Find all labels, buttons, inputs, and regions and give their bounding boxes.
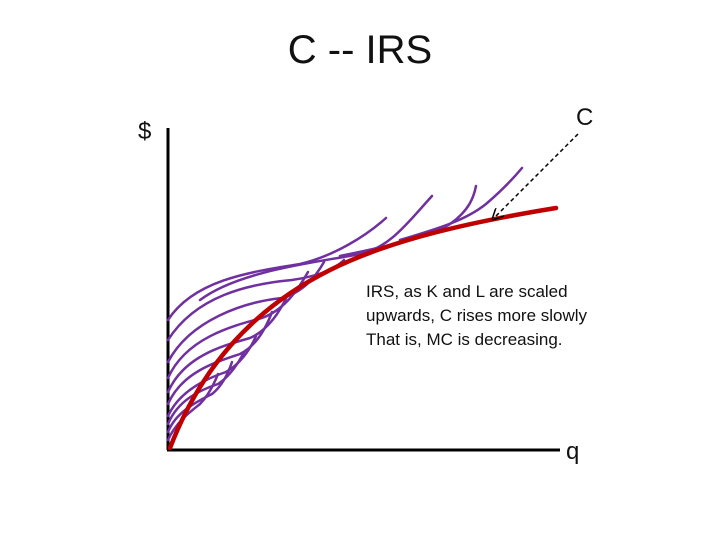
annotation-text: IRS, as K and L are scaled upwards, C ri… <box>366 280 626 352</box>
long-run-cost-curve <box>167 205 559 451</box>
short-run-curve <box>166 360 234 434</box>
short-run-curve <box>166 292 290 394</box>
slide-title: C -- IRS <box>287 28 433 72</box>
annotation-line: upwards, C rises more slowly <box>366 306 588 325</box>
annotation-line: IRS, as K and L are scaled <box>366 282 568 301</box>
y-axis-label: $ <box>138 118 152 145</box>
x-axis-label: q <box>566 438 580 465</box>
short-run-curve <box>398 166 524 242</box>
curve-label-pointer <box>496 133 579 216</box>
short-run-curve <box>166 372 220 442</box>
short-run-curve <box>198 194 434 302</box>
curve-label: C <box>576 104 594 131</box>
annotation-line: That is, MC is decreasing. <box>366 330 563 349</box>
